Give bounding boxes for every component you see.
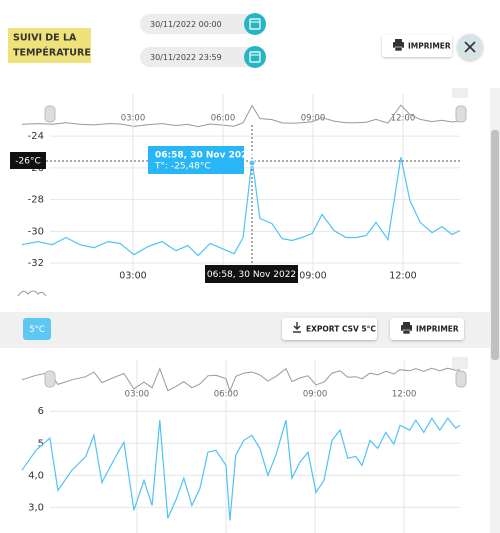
y-tick-label: -32 (28, 258, 44, 269)
y-tick-label: 6 (38, 406, 44, 417)
x-tick-label: 12:00 (389, 271, 416, 282)
y-tick-label: 5 (38, 438, 44, 449)
data-line (21, 157, 461, 257)
navigator-tick-label: 12:00 (391, 114, 416, 124)
navigator-handle[interactable] (455, 370, 467, 388)
title-line: SUIVI DE LA (13, 33, 77, 44)
navigator-tick-label: 12:00 (392, 390, 417, 400)
export-label: EXPORT CSV 5°C (306, 325, 376, 334)
navigator-tick-label: 06:00 (214, 390, 239, 400)
x-tick-label: 09:00 (299, 271, 326, 282)
print-button[interactable]: IMPRIMER (390, 318, 464, 340)
date-input[interactable] (140, 14, 260, 34)
scrollbar-thumb[interactable] (491, 130, 499, 360)
crosshair-x-label: 06:58, 30 Nov 2022 (207, 270, 296, 280)
badge-label: 5°C (29, 325, 45, 335)
badge[interactable] (23, 318, 51, 340)
navigator-tick-label: 09:00 (301, 114, 326, 124)
tooltip-title: 06:58, 30 Nov 2022 (155, 151, 254, 161)
menu-button[interactable] (452, 357, 468, 369)
export-button[interactable]: EXPORT CSV 5°C (282, 318, 377, 340)
hover-point (248, 159, 256, 167)
title-line: TEMPÉRATURE (13, 47, 91, 59)
navigator-line (21, 104, 461, 128)
print-label: IMPRIMER (416, 325, 459, 334)
print-label: IMPRIMER (408, 42, 451, 51)
navigator-line (21, 367, 461, 393)
y-tick-label: 3,0 (28, 502, 44, 513)
calendar-button[interactable] (244, 13, 266, 35)
navigator-handle[interactable] (44, 105, 56, 123)
y-tick-label: -28 (28, 195, 44, 206)
date-start: 30/11/2022 00:00 (150, 20, 222, 29)
print-button[interactable]: IMPRIMER (382, 35, 452, 57)
date-input[interactable] (140, 47, 260, 67)
navigator-handle[interactable] (455, 105, 467, 123)
navigator-tick-label: 06:00 (211, 114, 236, 124)
close-button[interactable] (457, 34, 483, 60)
navigator-handle[interactable] (44, 370, 56, 388)
tooltip-box (148, 146, 244, 174)
date-end: 30/11/2022 23:59 (150, 53, 222, 62)
navigator-tick-label: 03:00 (125, 390, 150, 400)
x-tick-label: 03:00 (119, 271, 146, 282)
calendar-button[interactable] (244, 46, 266, 68)
data-line (21, 417, 461, 521)
icon (17, 290, 47, 297)
y-tick-label: -24 (28, 131, 44, 142)
crosshair-y-box (10, 152, 46, 169)
menu-button[interactable] (452, 88, 468, 98)
navigator-tick-label: 03:00 (121, 114, 146, 124)
y-tick-label: -30 (28, 226, 44, 237)
crosshair-y-label: -26°C (15, 157, 40, 167)
navigator-tick-label: 09:00 (303, 390, 328, 400)
crosshair-x-box (205, 265, 298, 283)
title-box (8, 28, 91, 63)
tooltip-text: T°: -25,48°C (154, 162, 211, 172)
y-tick-label: 4,0 (28, 470, 44, 481)
